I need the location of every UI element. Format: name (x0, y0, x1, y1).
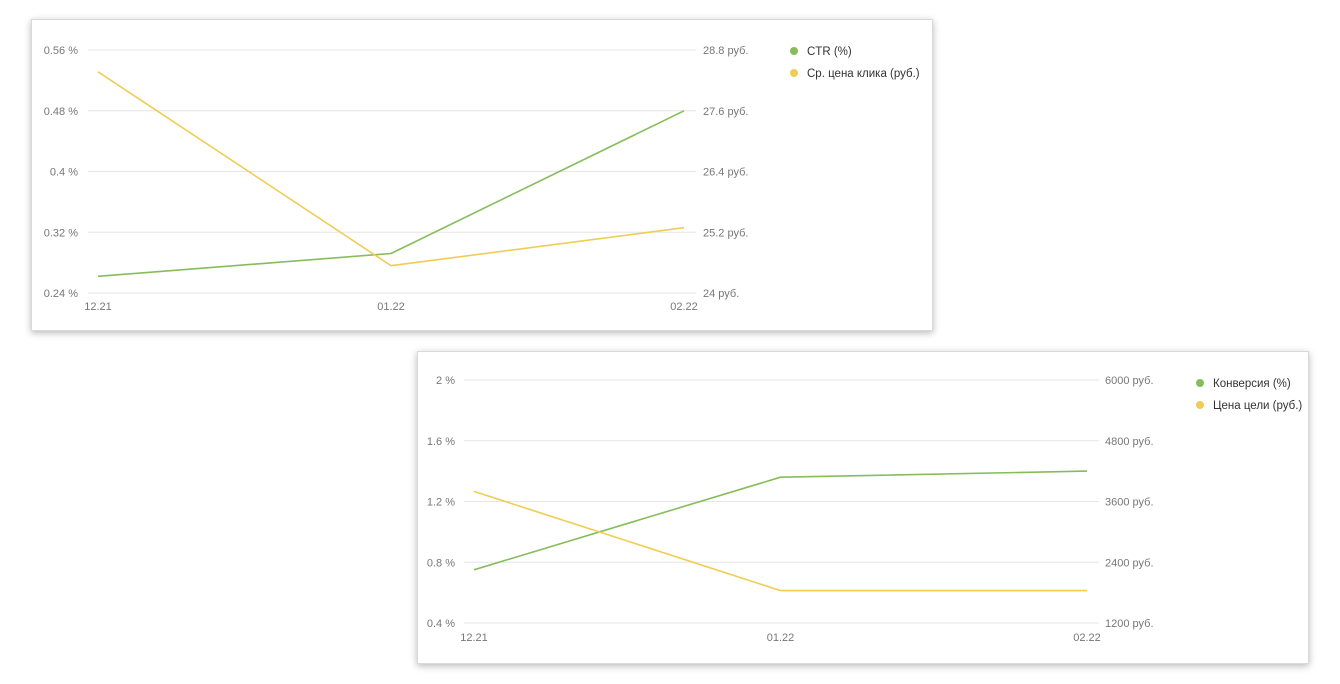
series-line (473, 490, 1087, 592)
x-tick-label: 02.22 (670, 301, 698, 313)
chart-ctr-cpc: 0.24 % 24 руб. 0.32 % 25.2 руб. 0.4 % 26.4 ру… (44, 45, 920, 313)
y-right-tick-label: 6000 руб. (1105, 375, 1154, 387)
chart-card-conversion: 0.4 % 1200 руб. 0.8 % 2400 руб. 1.2 % 3600 ру… (417, 351, 1309, 664)
series-line (473, 470, 1088, 571)
y-right-tick-label: 27.6 руб. (703, 106, 748, 118)
series-line (97, 110, 685, 278)
y-left-tick-label: 0.24 % (44, 288, 78, 300)
legend-marker (1196, 379, 1204, 387)
y-left-tick-label: 0.48 % (44, 106, 78, 118)
y-left-tick-label: 0.8 % (427, 557, 455, 569)
y-left-tick-label: 0.56 % (44, 45, 78, 57)
chart-conversion-goal-price: 0.4 % 1200 руб. 0.8 % 2400 руб. 1.2 % 3600 ру… (427, 375, 1303, 644)
x-tick-label: 02.22 (1073, 632, 1101, 644)
y-right-tick-label: 3600 руб. (1105, 497, 1154, 509)
legend-label: CTR (%) (807, 46, 852, 58)
x-tick-label: 01.22 (377, 301, 405, 313)
y-left-tick-label: 0.32 % (44, 227, 78, 239)
y-right-tick-label: 25.2 руб. (703, 227, 748, 239)
chart-card-ctr: 0.24 % 24 руб. 0.32 % 25.2 руб. 0.4 % 26.4 ру… (31, 19, 933, 331)
legend-label: Цена цели (руб.) (1213, 400, 1302, 412)
y-left-tick-label: 2 % (436, 375, 455, 387)
legend-marker (790, 47, 798, 55)
legend-marker (790, 69, 798, 77)
y-left-tick-label: 1.2 % (427, 497, 455, 509)
y-right-tick-label: 4800 руб. (1105, 436, 1154, 448)
x-tick-label: 12.21 (460, 632, 488, 644)
legend-marker (1196, 401, 1204, 409)
y-left-tick-label: 0.4 % (427, 618, 455, 630)
y-left-tick-label: 1.6 % (427, 436, 455, 448)
y-left-tick-label: 0.4 % (50, 167, 78, 179)
y-right-tick-label: 24 руб. (703, 288, 739, 300)
legend-label: Конверсия (%) (1213, 378, 1291, 390)
series-line (97, 71, 685, 267)
y-right-tick-label: 1200 руб. (1105, 618, 1154, 630)
y-right-tick-label: 2400 руб. (1105, 557, 1154, 569)
x-tick-label: 12.21 (84, 301, 112, 313)
y-right-tick-label: 28.8 руб. (703, 45, 748, 57)
y-right-tick-label: 26.4 руб. (703, 167, 748, 179)
legend-label: Ср. цена клика (руб.) (807, 68, 920, 80)
x-tick-label: 01.22 (767, 632, 795, 644)
